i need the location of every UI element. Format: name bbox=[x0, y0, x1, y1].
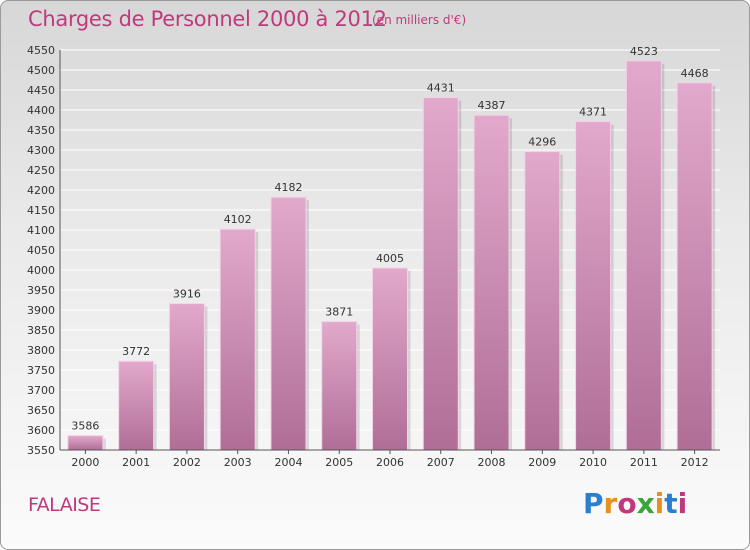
bar bbox=[473, 114, 510, 451]
y-tick-label: 4300 bbox=[27, 144, 55, 157]
y-tick-label: 4000 bbox=[27, 264, 55, 277]
x-tick-label: 2010 bbox=[579, 456, 607, 469]
y-tick-label: 4400 bbox=[27, 104, 55, 117]
data-label: 4102 bbox=[224, 213, 252, 226]
y-tick-label: 4250 bbox=[27, 164, 55, 177]
data-label: 3586 bbox=[71, 420, 99, 433]
bar bbox=[625, 60, 662, 451]
x-tick-label: 2002 bbox=[173, 456, 201, 469]
y-tick-label: 3600 bbox=[27, 424, 55, 437]
y-tick-label: 4350 bbox=[27, 124, 55, 137]
logo-letter: r bbox=[603, 487, 618, 520]
x-tick-label: 2009 bbox=[528, 456, 556, 469]
logo-letter: i bbox=[677, 487, 688, 520]
x-tick-label: 2000 bbox=[71, 456, 99, 469]
data-label: 4431 bbox=[427, 82, 455, 95]
logo-letter: o bbox=[617, 487, 637, 520]
y-tick-label: 4200 bbox=[27, 184, 55, 197]
y-tick-label: 3850 bbox=[27, 324, 55, 337]
data-label: 3871 bbox=[325, 306, 353, 319]
x-tick-label: 2007 bbox=[427, 456, 455, 469]
data-label: 4468 bbox=[681, 67, 709, 80]
data-label: 4387 bbox=[478, 99, 506, 112]
x-tick-label: 2011 bbox=[630, 456, 658, 469]
y-tick-label: 3900 bbox=[27, 304, 55, 317]
logo-letter: x bbox=[636, 487, 655, 520]
data-label: 4523 bbox=[630, 45, 658, 58]
y-tick-label: 4100 bbox=[27, 224, 55, 237]
bar bbox=[219, 228, 256, 451]
bar bbox=[118, 360, 155, 451]
y-tick-label: 4500 bbox=[27, 64, 55, 77]
x-tick-label: 2012 bbox=[681, 456, 709, 469]
x-tick-label: 2006 bbox=[376, 456, 404, 469]
data-label: 4182 bbox=[274, 181, 302, 194]
bars bbox=[67, 60, 716, 451]
y-tick-label: 3950 bbox=[27, 284, 55, 297]
logo-letter: P bbox=[583, 487, 604, 520]
axes: 3550 3600 3650 3700 3750 3800 3850 3900 3950 4000… bbox=[27, 44, 720, 469]
bar bbox=[321, 321, 358, 451]
chart-title: Charges de Personnel 2000 à 2012 bbox=[28, 7, 387, 31]
x-tick-label: 2001 bbox=[122, 456, 150, 469]
bar bbox=[270, 196, 307, 451]
data-label: 3916 bbox=[173, 288, 201, 301]
data-label: 4296 bbox=[528, 136, 556, 149]
bar bbox=[524, 151, 561, 451]
y-tick-label: 3550 bbox=[27, 444, 55, 457]
logo-letter: i bbox=[654, 487, 665, 520]
data-label: 3772 bbox=[122, 345, 150, 358]
y-tick-label: 4450 bbox=[27, 84, 55, 97]
data-label: 4371 bbox=[579, 106, 607, 119]
y-tick-label: 3650 bbox=[27, 404, 55, 417]
bar bbox=[676, 82, 713, 451]
y-tick-label: 3800 bbox=[27, 344, 55, 357]
x-tick-label: 2008 bbox=[478, 456, 506, 469]
y-tick-label: 3700 bbox=[27, 384, 55, 397]
bar bbox=[372, 267, 408, 451]
data-label: 4005 bbox=[376, 252, 404, 265]
y-tick-label: 3750 bbox=[27, 364, 55, 377]
y-tick-label: 4550 bbox=[27, 44, 55, 57]
bar bbox=[575, 121, 612, 451]
x-tick-label: 2004 bbox=[274, 456, 302, 469]
bar bbox=[422, 97, 459, 451]
chart-subtitle: (en milliers d'€) bbox=[372, 13, 467, 27]
bar bbox=[67, 435, 104, 451]
city-name: FALAISE bbox=[28, 494, 101, 516]
y-tick-label: 4050 bbox=[27, 244, 55, 257]
proxiti-logo: Proxiti bbox=[583, 487, 687, 520]
x-tick-label: 2005 bbox=[325, 456, 353, 469]
x-tick-label: 2003 bbox=[224, 456, 252, 469]
logo-letter: t bbox=[664, 487, 678, 520]
bar bbox=[168, 303, 205, 451]
y-tick-label: 4150 bbox=[27, 204, 55, 217]
